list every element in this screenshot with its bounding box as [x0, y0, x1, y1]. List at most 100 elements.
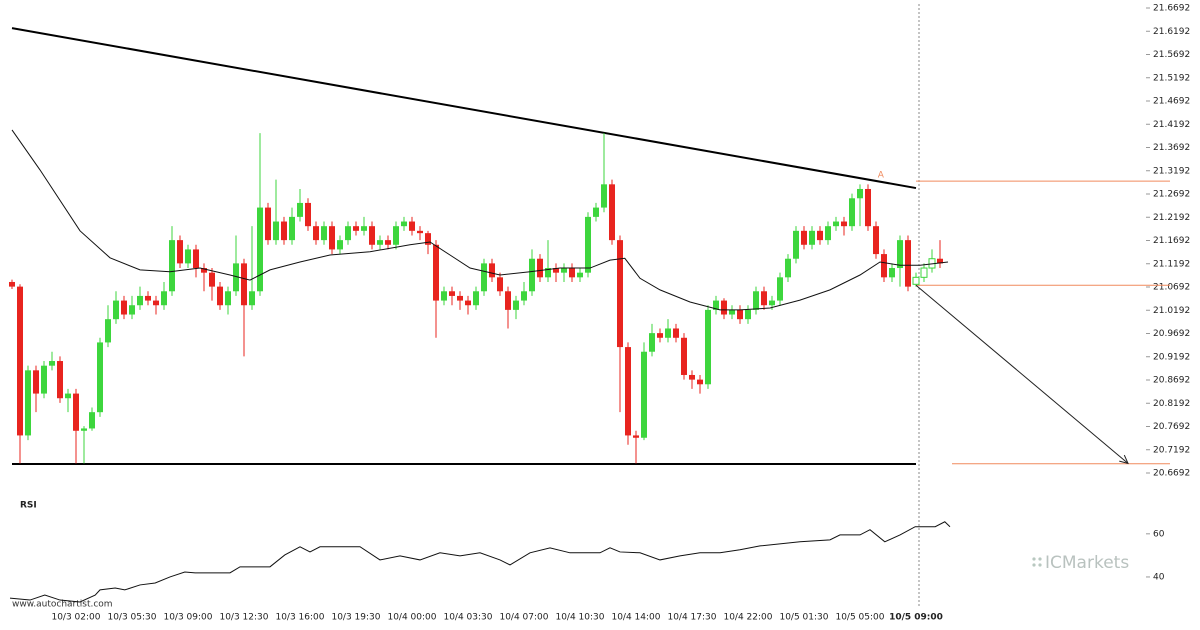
candle-body — [513, 300, 519, 310]
candle-body — [729, 309, 735, 315]
candle-body — [897, 240, 903, 269]
y-tick-label: 21.3192 — [1153, 166, 1190, 176]
candle-body — [153, 300, 159, 306]
candle-body — [329, 226, 335, 250]
candle-body — [233, 263, 239, 292]
x-tick-label: 10/4 00:00 — [387, 613, 436, 623]
candle-body — [577, 272, 583, 278]
logo-dot — [1032, 563, 1036, 567]
candle-body — [609, 184, 615, 241]
candle-body — [177, 240, 183, 264]
x-tick-label: 10/4 03:30 — [443, 613, 492, 623]
candle-body — [737, 309, 743, 320]
candle-body — [209, 272, 215, 287]
candle-body — [249, 291, 255, 306]
candle-body — [865, 188, 871, 227]
y-tick-label: 21.2192 — [1153, 213, 1190, 223]
arrow-head — [1119, 454, 1129, 465]
candle-body — [353, 226, 359, 231]
candle-body — [889, 268, 895, 278]
candle-body — [681, 337, 687, 375]
candle-body — [753, 291, 759, 310]
candle-body — [417, 230, 423, 234]
candle-body — [801, 230, 807, 245]
candle-body — [369, 226, 375, 245]
candle-body — [185, 249, 191, 264]
y-tick-label: 21.2692 — [1153, 190, 1190, 200]
candle-body — [169, 240, 175, 292]
candle-body — [841, 221, 847, 227]
x-tick-label: 10/4 10:30 — [555, 613, 604, 623]
candle-body — [601, 184, 607, 208]
x-tick-label: 10/3 02:00 — [51, 613, 100, 623]
candle-body — [361, 226, 367, 231]
x-tick-label: 10/3 19:30 — [331, 613, 380, 623]
candle-body — [393, 226, 399, 245]
candle-body — [217, 286, 223, 306]
candle-body — [497, 277, 503, 292]
candle-body — [345, 226, 351, 241]
brand-logo: ICMarkets — [1032, 553, 1129, 573]
candle-body — [673, 328, 679, 338]
candle-body — [137, 295, 143, 306]
candle-body — [881, 254, 887, 278]
candle-body — [769, 300, 775, 306]
candle-body — [49, 361, 55, 366]
candle-body — [297, 202, 303, 217]
candle-body — [625, 347, 631, 436]
candle-body — [617, 240, 623, 348]
candle-body — [537, 258, 543, 278]
y-tick-label: 21.1192 — [1153, 259, 1190, 269]
annotation: A — [878, 171, 885, 181]
x-tick-label: 10/5 01:30 — [779, 613, 828, 623]
candle-body — [745, 309, 751, 320]
x-tick-label: 10/5 05:00 — [835, 613, 884, 623]
candle-body — [273, 221, 279, 241]
candle-body — [833, 221, 839, 227]
candle-body — [553, 268, 559, 273]
candle-body — [920, 267, 928, 278]
y-tick-label: 21.6192 — [1153, 27, 1190, 37]
candle-body — [145, 295, 151, 301]
candle-body — [321, 226, 327, 241]
candle-body — [89, 412, 95, 429]
forecast-arrow — [915, 284, 1129, 464]
rsi-label: RSI — [20, 501, 37, 511]
x-tick-label: 10/4 22:00 — [723, 613, 772, 623]
candle-body — [113, 300, 119, 320]
candle-body — [873, 226, 879, 255]
y-tick-label: 20.6692 — [1153, 469, 1190, 479]
y-tick-label: 21.1692 — [1153, 236, 1190, 246]
x-tick-label: 10/3 05:30 — [107, 613, 156, 623]
candle-body — [809, 230, 815, 245]
candle-body — [569, 268, 575, 278]
candle-body — [825, 226, 831, 241]
candle-body — [105, 319, 111, 343]
rsi-tick-label: 40 — [1153, 572, 1165, 582]
candle-body — [912, 276, 920, 285]
y-tick-label: 21.5192 — [1153, 73, 1190, 83]
candle-body — [449, 291, 455, 296]
candle-body — [313, 226, 319, 241]
y-tick-label: 21.4192 — [1153, 120, 1190, 130]
candle-body — [73, 393, 79, 431]
candle-body — [697, 379, 703, 385]
x-tick-label: 10/4 14:00 — [611, 613, 660, 623]
y-tick-label: 21.6692 — [1153, 4, 1190, 14]
x-tick-label: 10/4 07:00 — [499, 613, 548, 623]
candle-body — [561, 268, 567, 273]
candle-body — [545, 268, 551, 278]
x-tick-label: 10/3 16:00 — [275, 613, 324, 623]
candle-body — [41, 365, 47, 394]
moving-average — [11, 129, 949, 311]
candle-body — [57, 361, 63, 399]
candle-body — [761, 291, 767, 306]
candle-body — [457, 295, 463, 301]
candle-body — [121, 300, 127, 315]
candle-body — [705, 309, 711, 385]
y-tick-label: 20.7192 — [1153, 445, 1190, 455]
candle-body — [225, 291, 231, 306]
candle-body — [17, 286, 23, 436]
candle-body — [585, 216, 591, 273]
candle-body — [433, 244, 439, 301]
